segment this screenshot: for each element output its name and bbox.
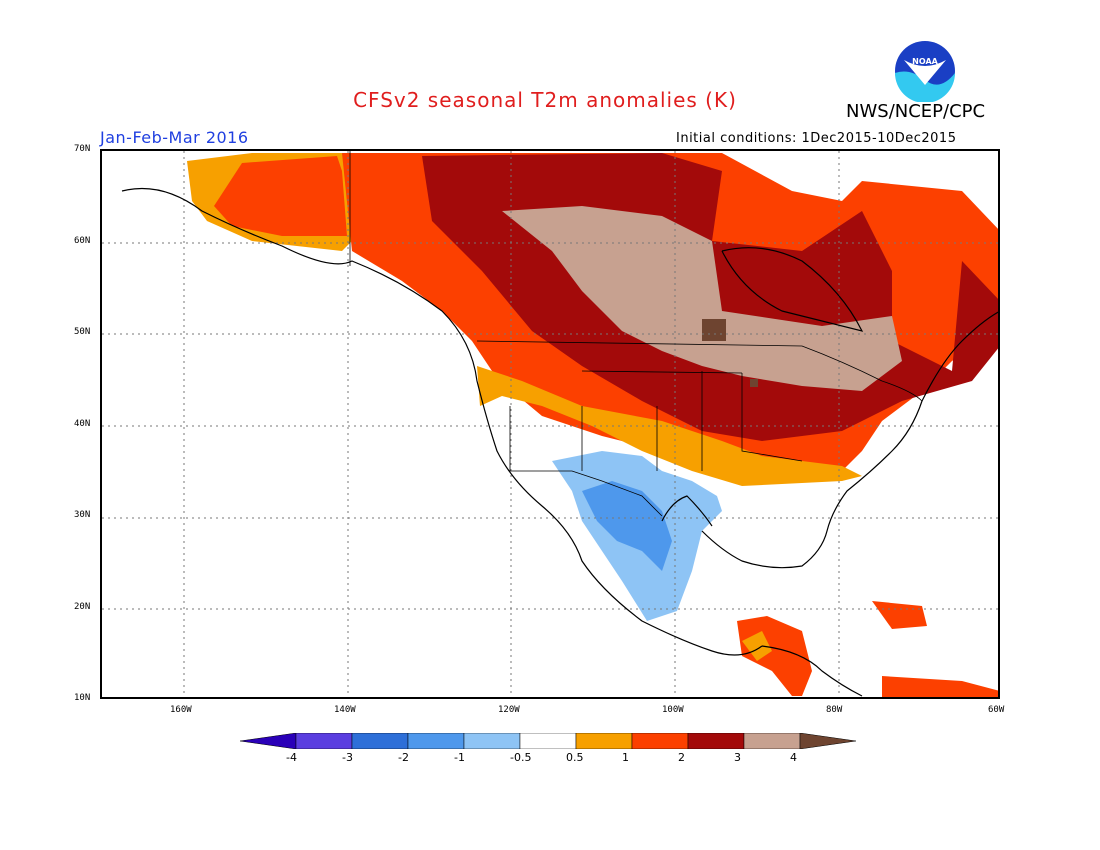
colorbar-segment	[351, 733, 409, 749]
map-canvas	[102, 151, 998, 697]
anomaly-fields	[187, 153, 998, 697]
colorbar-segment	[687, 733, 745, 749]
lat-label: 20N	[74, 602, 91, 612]
logo-text: NOAA	[912, 57, 938, 66]
colorbar-label: 4	[790, 751, 797, 764]
forecast-period: Jan-Feb-Mar 2016	[100, 128, 249, 147]
lat-label: 40N	[74, 419, 91, 429]
colorbar-label: 1	[622, 751, 629, 764]
lon-label: 100W	[662, 705, 684, 715]
colorbar-segment	[631, 733, 689, 749]
lat-label: 70N	[74, 144, 91, 154]
colorbar	[240, 733, 857, 749]
colorbar-segment	[295, 733, 353, 749]
map-gridlines	[102, 151, 998, 697]
borders	[349, 151, 923, 517]
colorbar-segment	[463, 733, 521, 749]
lat-label: 50N	[74, 327, 91, 337]
colorbar-label: 2	[678, 751, 685, 764]
colorbar-segment	[575, 733, 633, 749]
colorbar-segment	[799, 733, 857, 749]
noaa-logo-icon: NOAA	[895, 41, 955, 102]
lon-label: 80W	[826, 705, 843, 715]
colorbar-label: -3	[342, 751, 353, 764]
colorbar-segment	[240, 733, 297, 749]
colorbar-segments	[240, 733, 857, 749]
colorbar-label: 0.5	[566, 751, 584, 764]
colorbar-segment	[519, 733, 577, 749]
lat-label: 10N	[74, 693, 91, 703]
colorbar-label: -4	[286, 751, 297, 764]
lat-label: 30N	[74, 510, 91, 520]
lon-label: 60W	[988, 705, 1005, 715]
lon-label: 140W	[334, 705, 356, 715]
initial-conditions: Initial conditions: 1Dec2015-10Dec2015	[676, 131, 957, 146]
lat-label: 60N	[74, 236, 91, 246]
anomaly-map	[100, 149, 1000, 699]
chart-title: CFSv2 seasonal T2m anomalies (K)	[353, 88, 737, 112]
agency-label: NWS/NCEP/CPC	[846, 101, 986, 122]
colorbar-segment	[407, 733, 465, 749]
colorbar-segment	[743, 733, 801, 749]
colorbar-label: -1	[454, 751, 465, 764]
colorbar-label: -0.5	[510, 751, 532, 764]
colorbar-label: 3	[734, 751, 741, 764]
lon-label: 160W	[170, 705, 192, 715]
lon-label: 120W	[498, 705, 520, 715]
colorbar-label: -2	[398, 751, 409, 764]
coastlines	[121, 188, 998, 697]
